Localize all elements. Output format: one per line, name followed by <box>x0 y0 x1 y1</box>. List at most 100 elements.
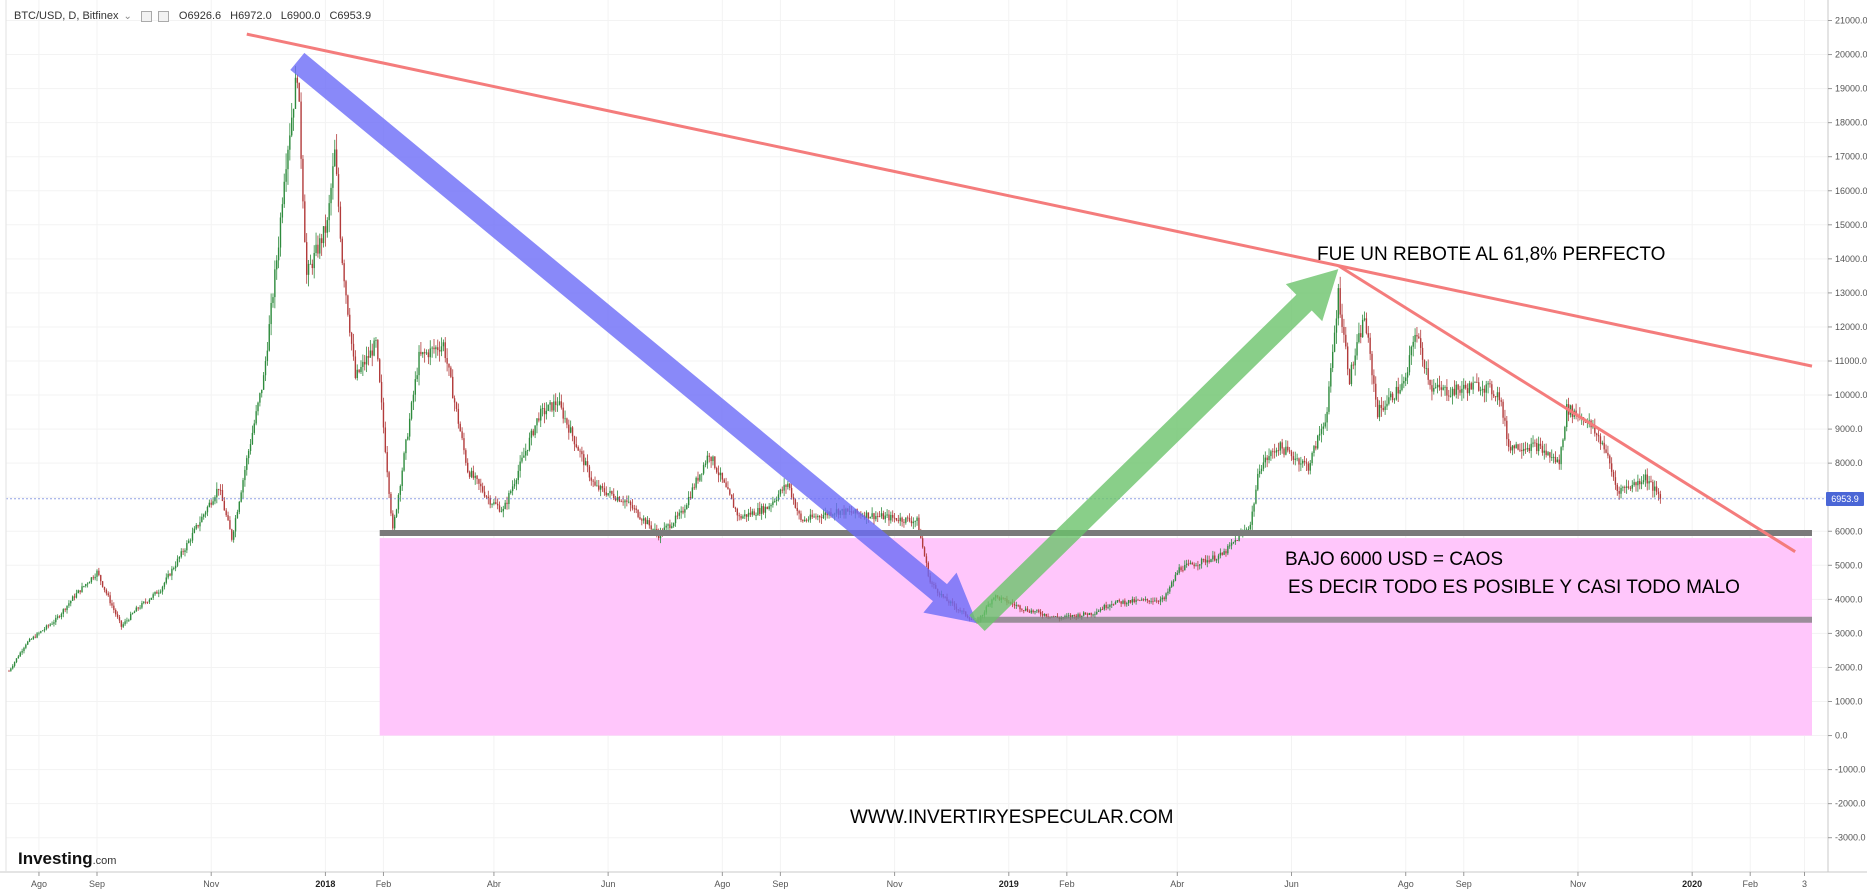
website-url[interactable]: WWW.INVERTIRYESPECULAR.COM <box>850 807 1174 828</box>
candle-up <box>1522 448 1525 452</box>
candle-down <box>1277 450 1280 452</box>
candle-up <box>1560 447 1562 465</box>
candle-down <box>736 508 739 516</box>
candle-up <box>81 586 83 593</box>
y-tick-label: 1000.0 <box>1835 697 1863 707</box>
candle-up <box>71 596 74 601</box>
candle-down <box>583 454 585 466</box>
candle-up <box>1449 395 1452 397</box>
candle-up <box>777 494 780 500</box>
candle-down <box>463 438 465 451</box>
candle-up <box>916 517 918 521</box>
candle-down <box>734 507 737 509</box>
y-tick-label: 5000.0 <box>1835 560 1863 570</box>
upper-trendline[interactable] <box>246 32 1813 368</box>
candle-up <box>45 625 48 630</box>
candle-up <box>88 582 91 584</box>
candle-up <box>1405 377 1407 382</box>
candle-up <box>1631 485 1633 489</box>
candle-up <box>774 501 776 502</box>
x-tick-label: Jun <box>601 879 616 889</box>
candle-down <box>120 620 123 627</box>
candle-up <box>204 512 207 515</box>
candle-up <box>1114 602 1117 605</box>
chevron-down-icon[interactable]: ⌄ <box>123 10 132 22</box>
x-tick-label: Feb <box>1059 879 1075 889</box>
candle-down <box>1292 456 1295 460</box>
lower-trendline[interactable] <box>1337 264 1796 553</box>
candle-down <box>1073 614 1076 616</box>
candle-down <box>721 472 724 480</box>
candle-down <box>925 556 928 563</box>
grid <box>6 0 1828 872</box>
candle-up <box>678 512 680 516</box>
up-arrow[interactable] <box>969 269 1339 632</box>
candle-up <box>285 169 287 182</box>
x-axis-ticks: Ago Sep Nov 2018 Feb Abr Jun Ago Sep Nov 2019 Feb Ab… <box>31 872 1807 889</box>
symbol-label[interactable]: BTC/USD, D, Bitfinex <box>14 10 119 22</box>
candle-down <box>1343 326 1345 335</box>
candle-up <box>865 512 868 519</box>
candle-up <box>1444 386 1446 388</box>
candle-up <box>43 629 46 631</box>
candle-up <box>1015 605 1017 606</box>
candle-up <box>1330 367 1332 387</box>
settings-square-icon[interactable] <box>140 10 152 22</box>
candle-down <box>371 350 373 356</box>
candle-down <box>1346 346 1349 370</box>
candle-up <box>757 507 759 516</box>
candle-down <box>1549 452 1551 458</box>
hide-square-icon[interactable] <box>157 10 169 22</box>
candle-up <box>1217 555 1220 560</box>
candle-down <box>1616 484 1618 491</box>
y-tick-label: 15000.0 <box>1835 220 1867 230</box>
candle-up <box>12 665 14 669</box>
candle-up <box>1620 487 1622 494</box>
candle-up <box>914 520 916 522</box>
candle-up <box>199 522 201 527</box>
last-price-label: 6953.9 <box>1826 491 1864 506</box>
candle-up <box>201 516 203 523</box>
y-tick-label: 6000.0 <box>1835 526 1863 536</box>
candle-up <box>1406 372 1409 378</box>
candle-up <box>1176 572 1178 575</box>
down-arrow[interactable] <box>290 52 977 624</box>
y-axis-ticks: 21000.0 20000.0 19000.0 18000.0 17000.0 16000… <box>1828 16 1867 843</box>
candle-down <box>115 610 117 615</box>
candle-down <box>380 381 383 403</box>
candle-down <box>1448 395 1450 397</box>
candle-down <box>1360 333 1362 338</box>
candle-down <box>581 451 583 455</box>
candle-down <box>592 480 594 482</box>
candle-down <box>614 498 617 501</box>
candle-up <box>40 631 42 633</box>
candle-down <box>586 461 589 467</box>
candle-up <box>1154 600 1156 602</box>
candle-up <box>152 594 154 598</box>
candle-down <box>601 486 604 489</box>
candle-down <box>1507 439 1510 447</box>
candle-up <box>1167 591 1169 594</box>
candle-down <box>1489 383 1491 385</box>
investing-logo[interactable]: Investing.com <box>18 849 116 869</box>
y-tick-label: -3000.0 <box>1835 833 1866 843</box>
candle-up <box>10 668 12 671</box>
candle-down <box>1457 384 1459 390</box>
candle-down <box>1283 448 1285 455</box>
candle-down <box>669 524 671 529</box>
candle-up <box>569 427 572 433</box>
candle-down <box>826 512 828 516</box>
candle-down <box>379 359 381 382</box>
candle-up <box>1227 545 1229 554</box>
candle-down <box>438 349 441 352</box>
candle-down <box>1208 560 1210 563</box>
candle-down <box>472 470 475 478</box>
candle-up <box>1034 611 1036 613</box>
candle-down <box>116 614 119 618</box>
candle-up <box>1395 386 1398 400</box>
candle-up <box>686 505 688 510</box>
candle-down <box>543 408 546 415</box>
candle-down <box>1266 457 1268 461</box>
candle-down <box>1112 604 1115 606</box>
